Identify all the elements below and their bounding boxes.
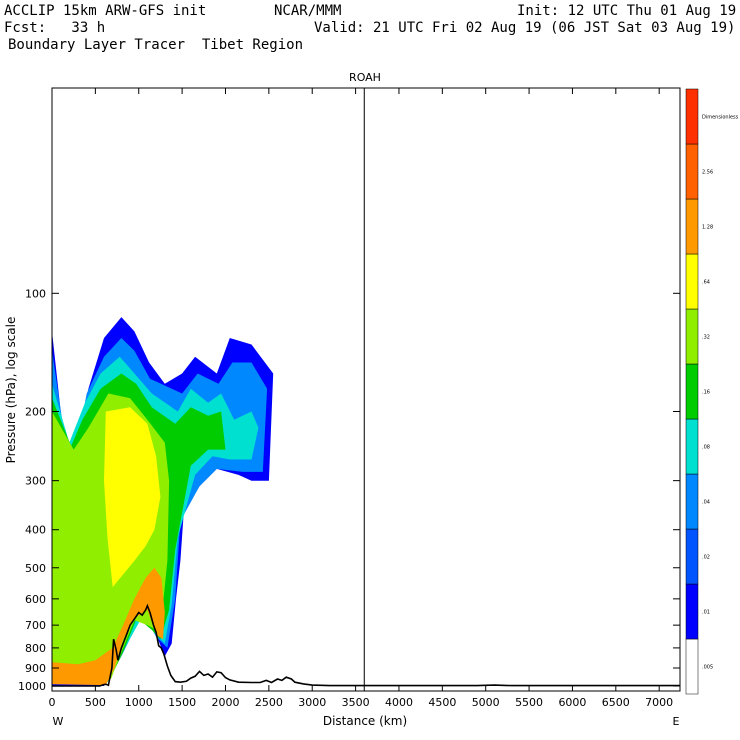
colorbar-label: 2.56 [702, 170, 713, 176]
y-tick-label: 100 [25, 287, 46, 300]
x-tick-label: 6500 [602, 696, 630, 709]
x-tick-label: 2500 [255, 696, 283, 709]
colorbar-swatch [685, 583, 699, 640]
colorbar-swatch [685, 253, 699, 310]
y-axis-label: Pressure (hPa), log scale [4, 317, 18, 464]
y-axis-ticks: 100 200 300 400 500 600 700 800 900 1000 [18, 287, 680, 693]
east-label: E [673, 715, 680, 728]
tracer-region-6 [52, 567, 165, 686]
colorbar-swatch [685, 528, 699, 585]
x-tick-label: 4000 [385, 696, 413, 709]
x-tick-label: 6000 [558, 696, 586, 709]
terrain [52, 603, 680, 687]
colorbar-label: .08 [702, 445, 710, 451]
x-tick-label: 5500 [515, 696, 543, 709]
colorbar-swatch [685, 638, 699, 695]
colorbar-label: 1.28 [702, 225, 713, 231]
chart-title: ROAH [349, 71, 381, 84]
header-org: NCAR/MMM [274, 3, 342, 19]
tracer-fills [52, 317, 274, 686]
colorbar-swatch [685, 143, 699, 200]
colorbar-swatch [685, 198, 699, 255]
y-tick-label: 800 [25, 642, 46, 655]
x-tick-label: 2000 [211, 696, 239, 709]
colorbar-label: .005 [702, 665, 713, 671]
x-tick-label: 500 [85, 696, 106, 709]
colorbar-swatch [685, 88, 699, 145]
y-tick-label: 500 [25, 562, 46, 575]
x-axis-label: Distance (km) [323, 714, 407, 728]
header-product: Boundary Layer Tracer Tibet Region [8, 37, 304, 53]
colorbar-label: .16 [702, 390, 710, 396]
x-tick-label: 3000 [298, 696, 326, 709]
x-tick-label: 1500 [168, 696, 196, 709]
y-tick-label: 1000 [18, 680, 46, 693]
y-tick-label: 700 [25, 619, 46, 632]
y-tick-label: 200 [25, 406, 46, 419]
x-tick-label: 1000 [125, 696, 153, 709]
terrain-line [52, 603, 680, 687]
header-valid: Valid: 21 UTC Fri 02 Aug 19 (06 JST Sat … [314, 20, 736, 36]
header-init: Init: 12 UTC Thu 01 Aug 19 [517, 3, 737, 19]
x-tick-label: 0 [49, 696, 56, 709]
y-tick-label: 900 [25, 662, 46, 675]
colorbar-label: .04 [702, 500, 710, 506]
colorbar-label: .32 [702, 335, 710, 341]
x-axis-ticks: 0 500 1000 1500 2000 2500 3000 3500 4000 4500 5000… [49, 88, 673, 709]
colorbar-swatch [685, 308, 699, 365]
y-tick-label: 400 [25, 524, 46, 537]
colorbar-label: .64 [702, 280, 710, 286]
x-tick-label: 4500 [428, 696, 456, 709]
colorbar-swatch [685, 473, 699, 530]
x-tick-label: 5000 [472, 696, 500, 709]
colorbar-swatch [685, 363, 699, 420]
colorbar-label: Dimensionless [702, 115, 739, 121]
header-model: ACCLIP 15km ARW-GFS init [4, 3, 207, 19]
x-tick-label: 3500 [342, 696, 370, 709]
y-tick-label: 300 [25, 475, 46, 488]
colorbar: .005 .01 .02 .04 .08 .16 .32 .64 1.28 2.56 Dimensi… [685, 88, 739, 695]
plot-frame [51, 87, 681, 692]
y-tick-label: 600 [25, 593, 46, 606]
colorbar-label: .02 [702, 555, 710, 561]
colorbar-swatch [685, 418, 699, 475]
tracer-region-5 [104, 407, 161, 588]
x-tick-label: 7000 [645, 696, 673, 709]
west-label: W [53, 715, 64, 728]
header-fcst: Fcst: 33 h [4, 20, 106, 36]
colorbar-label: .01 [702, 610, 710, 616]
